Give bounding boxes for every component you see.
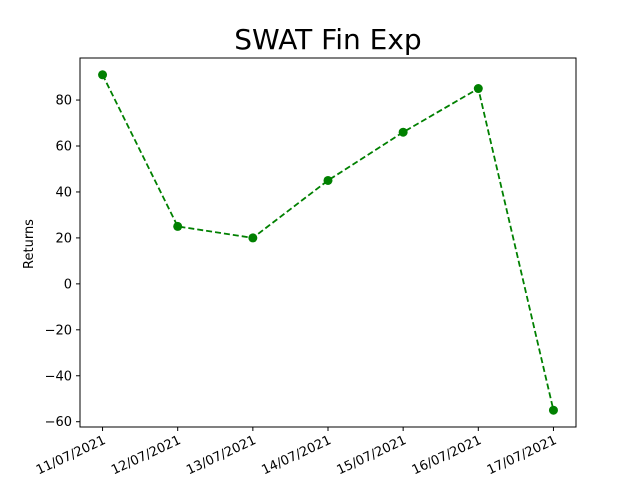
y-tick-label: 0 (64, 277, 72, 292)
plot-area (98, 70, 558, 415)
y-tick-label: −60 (45, 415, 72, 430)
y-tick-label: −20 (45, 323, 72, 338)
data-point (248, 233, 258, 243)
y-tick-label: 40 (55, 185, 72, 200)
y-tick-label: 60 (55, 139, 72, 154)
data-point (98, 70, 108, 80)
y-tick-label: 20 (55, 231, 72, 246)
y-tick-label: −40 (45, 369, 72, 384)
data-point (473, 84, 483, 94)
chart-title: SWAT Fin Exp (234, 23, 421, 56)
y-axis-label: Returns (22, 219, 37, 269)
data-point (398, 127, 408, 137)
data-point (323, 175, 333, 185)
y-tick-label: 80 (55, 94, 72, 109)
data-point (173, 221, 183, 231)
data-point (548, 405, 558, 415)
